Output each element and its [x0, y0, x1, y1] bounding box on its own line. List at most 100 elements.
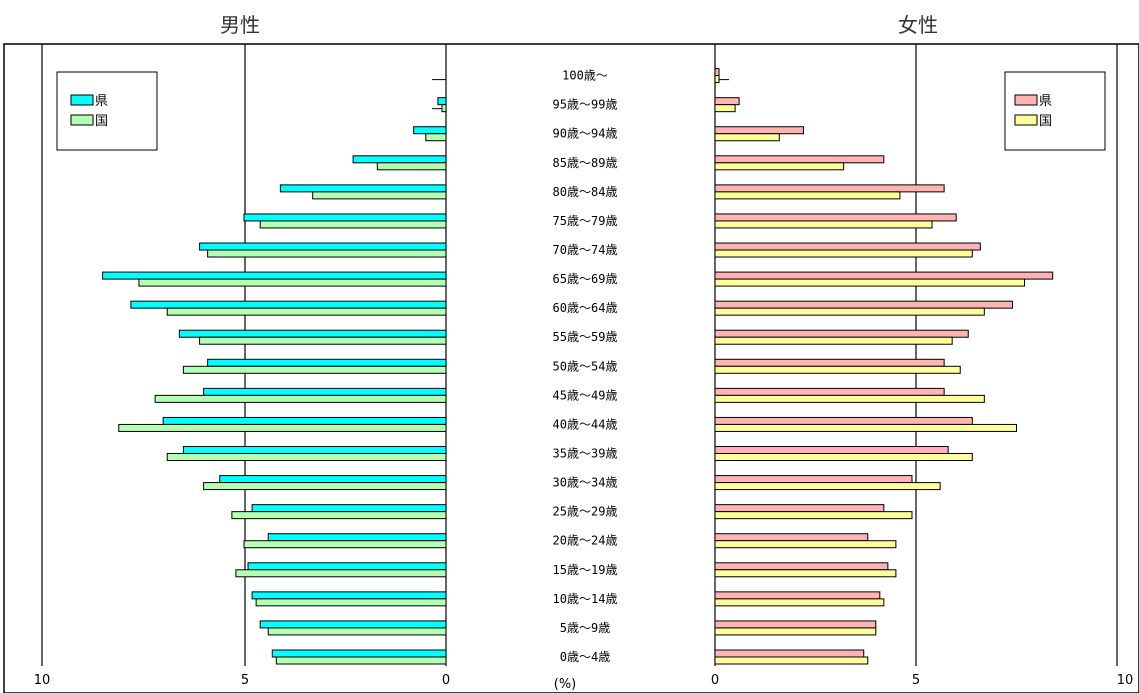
x-tick-label: 0 [711, 673, 719, 688]
female-kuni-bar [714, 540, 897, 549]
age-group-label: 45歳〜49歳 [553, 388, 618, 402]
male-legend: 県 国 [56, 71, 158, 151]
female-ken-bar [714, 300, 1013, 309]
male-kuni-bar [166, 307, 447, 316]
female-ken-bar [714, 155, 885, 164]
male-ken-bar [219, 475, 447, 484]
male-kuni-bar [312, 191, 447, 200]
male-ken-bar [437, 97, 447, 106]
age-group-label: 70歳〜74歳 [553, 243, 618, 257]
female-kuni-bar [714, 482, 941, 491]
male-kuni-bar [441, 104, 447, 113]
male-ken-bar [413, 126, 447, 135]
female-ken-bar [714, 416, 973, 425]
male-ken-bar [243, 213, 447, 222]
age-group-label: 55歳〜59歳 [553, 330, 618, 344]
age-group-label: 40歳〜44歳 [553, 417, 618, 431]
female-ken-bar [714, 68, 720, 77]
x-tick-label: 5 [241, 673, 249, 688]
female-kuni-bar [714, 307, 985, 316]
male-legend-box [56, 71, 158, 151]
age-group-label: 65歳〜69歳 [553, 272, 618, 286]
female-ken-bar [714, 387, 945, 396]
male-kuni-bar [203, 482, 447, 491]
male-kuni-bar [207, 249, 447, 258]
male-ken-bar [162, 416, 447, 425]
age-group-label: 20歳〜24歳 [553, 534, 618, 548]
female-ken-bar [714, 242, 981, 251]
male-ken-bar [182, 446, 447, 455]
female-kuni-bar [714, 336, 953, 345]
female-kuni-bar [714, 394, 985, 403]
age-group-label: 90歳〜94歳 [553, 127, 618, 141]
male-kuni-bar [231, 511, 447, 520]
male-title: 男性 [220, 13, 260, 37]
male-ken-bar [251, 504, 447, 513]
female-legend-label-ken: 県 [1039, 94, 1052, 109]
male-kuni-bar [267, 627, 447, 636]
female-ken-bar [714, 475, 913, 484]
age-group-label: 95歳〜99歳 [553, 98, 618, 112]
female-ken-bar [714, 591, 881, 600]
female-legend-swatch-kuni [1014, 114, 1038, 126]
male-kuni-bar [243, 540, 447, 549]
male-kuni-bar [182, 365, 447, 374]
male-ken-bar [130, 300, 447, 309]
female-kuni-bar [714, 133, 780, 142]
unit-label: (%) [554, 677, 577, 692]
age-group-label: 30歳〜34歳 [553, 476, 618, 490]
x-tick-label: 10 [34, 673, 51, 688]
female-kuni-bar [714, 627, 877, 636]
female-ken-bar [714, 97, 740, 106]
age-group-label: 85歳〜89歳 [553, 156, 618, 170]
male-kuni-bar [255, 598, 447, 607]
male-legend-swatch-kuni [70, 114, 94, 126]
female-kuni-bar [714, 278, 1026, 287]
age-group-label: 5歳〜9歳 [560, 621, 610, 635]
female-ken-bar [714, 329, 969, 338]
female-legend-swatch-ken [1014, 94, 1038, 106]
female-ken-bar [714, 620, 877, 629]
male-legend-label-kuni: 国 [95, 114, 108, 129]
age-group-label: 100歳〜 [562, 69, 608, 83]
female-legend-box [1004, 71, 1106, 151]
age-group-label: 15歳〜19歳 [553, 563, 618, 577]
male-ken-bar [251, 591, 447, 600]
female-title: 女性 [898, 13, 938, 37]
male-kuni-bar [199, 336, 447, 345]
x-tick-label: 10 [1117, 673, 1134, 688]
female-ken-bar [714, 504, 885, 513]
age-group-label: 50歳〜54歳 [553, 359, 618, 373]
female-ken-bar [714, 213, 957, 222]
male-ken-bar [199, 242, 447, 251]
female-kuni-bar [714, 220, 933, 229]
female-ken-bar [714, 184, 945, 193]
male-ken-bar [271, 649, 447, 658]
female-kuni-bar [714, 423, 1017, 432]
female-ken-bar [714, 446, 949, 455]
female-ken-bar [714, 271, 1054, 280]
male-kuni-bar [425, 133, 447, 142]
male-legend-swatch-ken [70, 94, 94, 106]
female-kuni-bar [714, 511, 913, 520]
age-group-label: 75歳〜79歳 [553, 214, 618, 228]
female-kuni-bar [714, 249, 973, 258]
female-kuni-bar [714, 162, 845, 171]
age-group-label: 35歳〜39歳 [553, 447, 618, 461]
female-ken-bar [714, 562, 889, 571]
female-ken-bar [714, 358, 945, 367]
x-tick-label: 5 [912, 673, 920, 688]
female-ken-bar [714, 649, 865, 658]
male-ken-bar [267, 533, 447, 542]
bars-layer [102, 68, 1054, 665]
female-kuni-bar [714, 569, 897, 578]
female-ken-bar [714, 533, 869, 542]
age-group-label: 25歳〜29歳 [553, 505, 618, 519]
female-kuni-bar [714, 656, 869, 665]
male-ken-bar [178, 329, 447, 338]
female-kuni-bar [714, 365, 961, 374]
female-kuni-bar [714, 598, 885, 607]
age-group-label: 80歳〜84歳 [553, 185, 618, 199]
male-kuni-bar [235, 569, 447, 578]
